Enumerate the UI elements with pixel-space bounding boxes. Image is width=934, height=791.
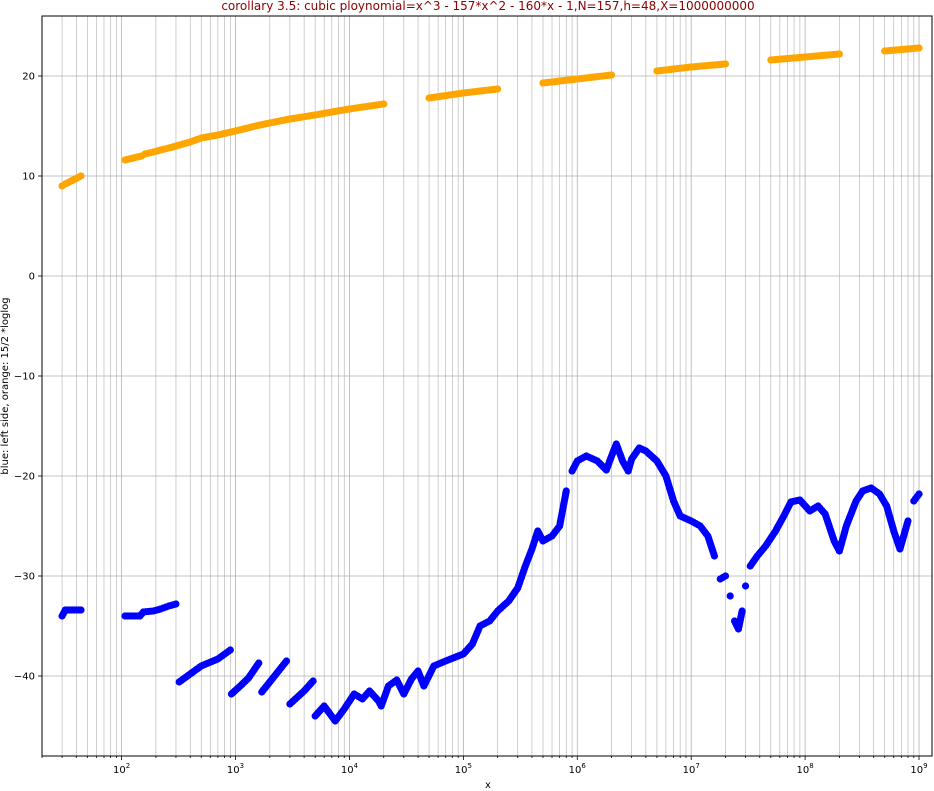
data-point bbox=[172, 600, 180, 608]
y-tick-label: 0 bbox=[29, 272, 35, 283]
series-layer bbox=[58, 44, 923, 725]
data-point bbox=[226, 646, 234, 654]
y-tick-label: −40 bbox=[14, 672, 35, 683]
x-tick-label: 104 bbox=[341, 762, 359, 776]
y-tick-label: 10 bbox=[22, 172, 35, 183]
x-tick-label: 107 bbox=[683, 762, 700, 776]
y-axis-label: blue: left side, orange: 15/2 *loglog bbox=[0, 297, 11, 474]
plot-frame bbox=[41, 15, 933, 757]
data-point bbox=[380, 100, 388, 108]
data-point bbox=[835, 50, 843, 58]
data-point bbox=[741, 582, 750, 590]
plot-background bbox=[42, 16, 932, 756]
data-point bbox=[726, 592, 734, 600]
chart-title: corollary 3.5: cubic ploynomial=x^3 - 15… bbox=[221, 0, 754, 13]
series-blue bbox=[58, 440, 923, 725]
x-tick-label: 105 bbox=[455, 762, 472, 776]
y-tick-label: −10 bbox=[14, 372, 35, 383]
data-point bbox=[915, 490, 923, 498]
data-point bbox=[721, 60, 730, 68]
x-tick-label: 108 bbox=[797, 762, 814, 776]
x-axis-label: x bbox=[485, 780, 491, 791]
data-point bbox=[721, 572, 730, 580]
y-tick-label: −30 bbox=[14, 572, 35, 583]
data-point bbox=[77, 606, 85, 614]
data-point bbox=[255, 659, 263, 667]
y-tick-label: 20 bbox=[22, 72, 35, 83]
x-tick-label: 103 bbox=[227, 762, 244, 776]
series-orange bbox=[58, 44, 923, 190]
data-point bbox=[904, 517, 912, 525]
data-point bbox=[710, 552, 719, 560]
x-tick-label: 106 bbox=[569, 762, 587, 776]
data-point bbox=[494, 85, 502, 93]
y-axis: 20 10 0 −10 −20 −30 −40 bbox=[14, 72, 42, 683]
x-tick-label: 109 bbox=[910, 762, 927, 776]
data-point bbox=[738, 607, 746, 615]
y-tick-label: −20 bbox=[14, 472, 35, 483]
data-point bbox=[562, 487, 570, 495]
data-point bbox=[77, 172, 85, 180]
data-point bbox=[309, 677, 317, 685]
data-point bbox=[282, 657, 291, 665]
x-tick-label: 102 bbox=[113, 762, 130, 776]
data-point bbox=[607, 71, 616, 79]
data-point bbox=[915, 44, 923, 52]
x-axis: 102 103 104 105 106 107 108 109 bbox=[41, 756, 928, 776]
